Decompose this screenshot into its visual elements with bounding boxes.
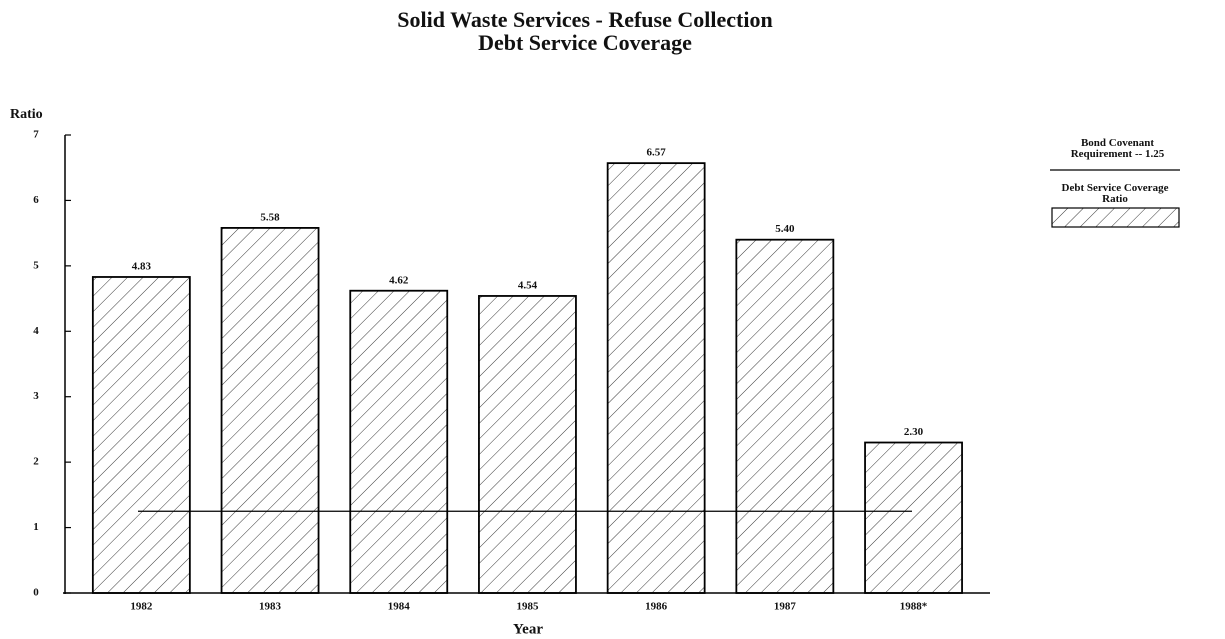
bar <box>91 276 191 594</box>
y-tick-label: 7 <box>33 129 39 141</box>
value-label: 5.40 <box>775 223 795 235</box>
legend-label: Bond Covenant Requirement -- 1.25 <box>1070 137 1165 160</box>
y-tick-label: 4 <box>33 325 39 337</box>
value-label: 4.54 <box>518 279 538 291</box>
x-tick-label: 1982 <box>130 601 153 613</box>
bar <box>349 289 449 594</box>
x-tick-label: 1985 <box>516 601 539 613</box>
x-tick-label: 1983 <box>259 601 282 613</box>
bar <box>606 162 706 594</box>
y-tick-label: 1 <box>33 521 39 533</box>
legend-swatch <box>1051 207 1180 228</box>
x-axis-label: Year <box>513 621 543 637</box>
bar <box>478 295 577 594</box>
value-label: 2.30 <box>904 426 924 438</box>
y-axis-label: Ratio <box>10 107 43 122</box>
legend-label: Debt Service Coverage Ratio <box>1061 182 1169 205</box>
value-label: 5.58 <box>260 211 280 223</box>
x-tick-label: 1984 <box>388 601 411 613</box>
bar <box>864 441 963 594</box>
y-tick-label: 3 <box>33 390 39 402</box>
x-tick-label: 1986 <box>645 601 668 613</box>
chart-title: Solid Waste Services - Refuse Collection <box>397 7 772 32</box>
value-label: 6.57 <box>647 147 667 159</box>
bar <box>735 238 835 594</box>
bar <box>220 227 320 594</box>
y-tick-label: 5 <box>33 259 39 271</box>
x-tick-label: 1988* <box>900 601 928 613</box>
value-label: 4.62 <box>389 274 409 286</box>
y-tick-label: 0 <box>33 587 39 599</box>
y-tick-label: 6 <box>33 194 39 206</box>
y-tick-label: 2 <box>33 456 39 468</box>
value-label: 4.83 <box>132 261 152 273</box>
x-tick-label: 1987 <box>774 601 797 613</box>
chart-title: Debt Service Coverage <box>478 30 692 55</box>
